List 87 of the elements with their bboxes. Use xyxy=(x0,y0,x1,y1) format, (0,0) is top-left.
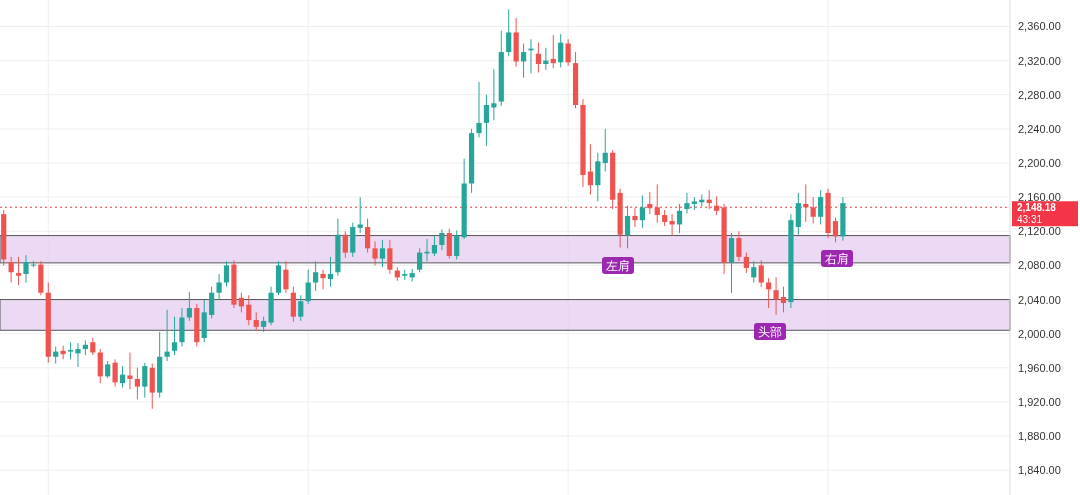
annotation: 头部 xyxy=(758,325,782,339)
candlestick xyxy=(506,8,512,57)
y-tick-label: 2,360.00 xyxy=(1018,20,1061,33)
candlestick xyxy=(320,269,326,290)
candlestick xyxy=(810,196,816,225)
candlestick xyxy=(216,273,222,301)
candlestick xyxy=(253,311,259,332)
y-tick-label: 2,240.00 xyxy=(1018,122,1061,135)
y-tick-label: 1,920.00 xyxy=(1018,395,1061,408)
candlestick xyxy=(647,191,653,215)
candlestick xyxy=(795,192,801,236)
candlestick xyxy=(290,286,296,323)
candlestick xyxy=(112,358,118,388)
y-tick-label: 2,280.00 xyxy=(1018,88,1061,101)
y-tick-label: 2,000.00 xyxy=(1018,327,1061,340)
candlestick xyxy=(832,217,839,243)
candlestick xyxy=(676,203,683,234)
candlestick xyxy=(97,348,103,384)
candlestick xyxy=(23,254,29,283)
candlestick xyxy=(119,365,126,388)
y-tick-label: 1,840.00 xyxy=(1018,464,1061,477)
candlestick xyxy=(238,292,244,313)
y-tick-label: 2,040.00 xyxy=(1018,293,1061,306)
candlestick xyxy=(313,260,319,292)
candlestick xyxy=(327,256,334,288)
candlestick xyxy=(550,34,556,69)
candlestick xyxy=(684,192,690,214)
candlestick xyxy=(714,195,720,216)
y-tick-label: 1,880.00 xyxy=(1018,430,1061,443)
candlestick xyxy=(736,230,742,262)
candlestick xyxy=(595,152,601,202)
candlestick xyxy=(283,260,289,294)
candlestick xyxy=(75,342,81,368)
candlestick xyxy=(186,291,192,322)
annotation: 左肩 xyxy=(606,259,630,273)
candlestick xyxy=(558,33,564,68)
candlestick xyxy=(365,217,371,254)
candlestick xyxy=(454,229,460,260)
candlestick xyxy=(446,228,452,260)
annotation: 右肩 xyxy=(825,252,849,266)
candlestick xyxy=(305,269,311,305)
candlestick xyxy=(602,128,608,173)
candlestick xyxy=(342,230,348,259)
candlestick xyxy=(654,183,660,224)
candlestick xyxy=(417,247,423,273)
candlestick xyxy=(298,294,304,322)
candlestick xyxy=(520,43,527,79)
candlestick xyxy=(780,286,787,313)
y-tick-label: 2,160.00 xyxy=(1018,191,1061,204)
candlestick xyxy=(491,68,497,121)
candlestick xyxy=(758,259,764,288)
candlestick xyxy=(565,38,571,67)
candlestick xyxy=(632,207,638,228)
y-tick-label: 2,080.00 xyxy=(1018,259,1061,272)
candlestick xyxy=(357,196,363,234)
candlestick xyxy=(15,256,22,286)
candlestick xyxy=(209,286,215,319)
y-tick-label: 2,200.00 xyxy=(1018,157,1061,170)
candlestick xyxy=(431,235,438,257)
candlestick xyxy=(587,143,593,196)
candlestick xyxy=(773,276,779,316)
candlestick xyxy=(818,189,824,225)
candlestick xyxy=(476,81,482,138)
candlestick xyxy=(246,294,252,326)
candlestick xyxy=(164,309,170,362)
candlestick xyxy=(134,367,140,400)
y-tick-label: 2,320.00 xyxy=(1018,54,1061,67)
candlestick xyxy=(743,252,749,274)
candlestick xyxy=(223,260,230,288)
candlestick xyxy=(766,277,772,309)
candlestick xyxy=(483,94,490,147)
candlestick xyxy=(439,229,445,251)
candlestick xyxy=(535,42,542,74)
candlestick xyxy=(624,205,631,249)
candlestick xyxy=(669,213,675,237)
ref-line-label: 2,148.18 43:31 xyxy=(1017,202,1057,226)
candlestick xyxy=(127,351,133,390)
candlestick xyxy=(387,239,393,275)
candlestick xyxy=(372,241,378,266)
candlestick xyxy=(8,256,14,283)
candlestick xyxy=(142,362,148,399)
candlestick xyxy=(639,194,645,229)
candlestick xyxy=(751,260,757,283)
candlestick xyxy=(379,239,386,268)
y-tick-label: 2,120.00 xyxy=(1018,225,1061,238)
candlestick xyxy=(171,316,178,356)
y-tick-label: 1,960.00 xyxy=(1018,361,1061,374)
